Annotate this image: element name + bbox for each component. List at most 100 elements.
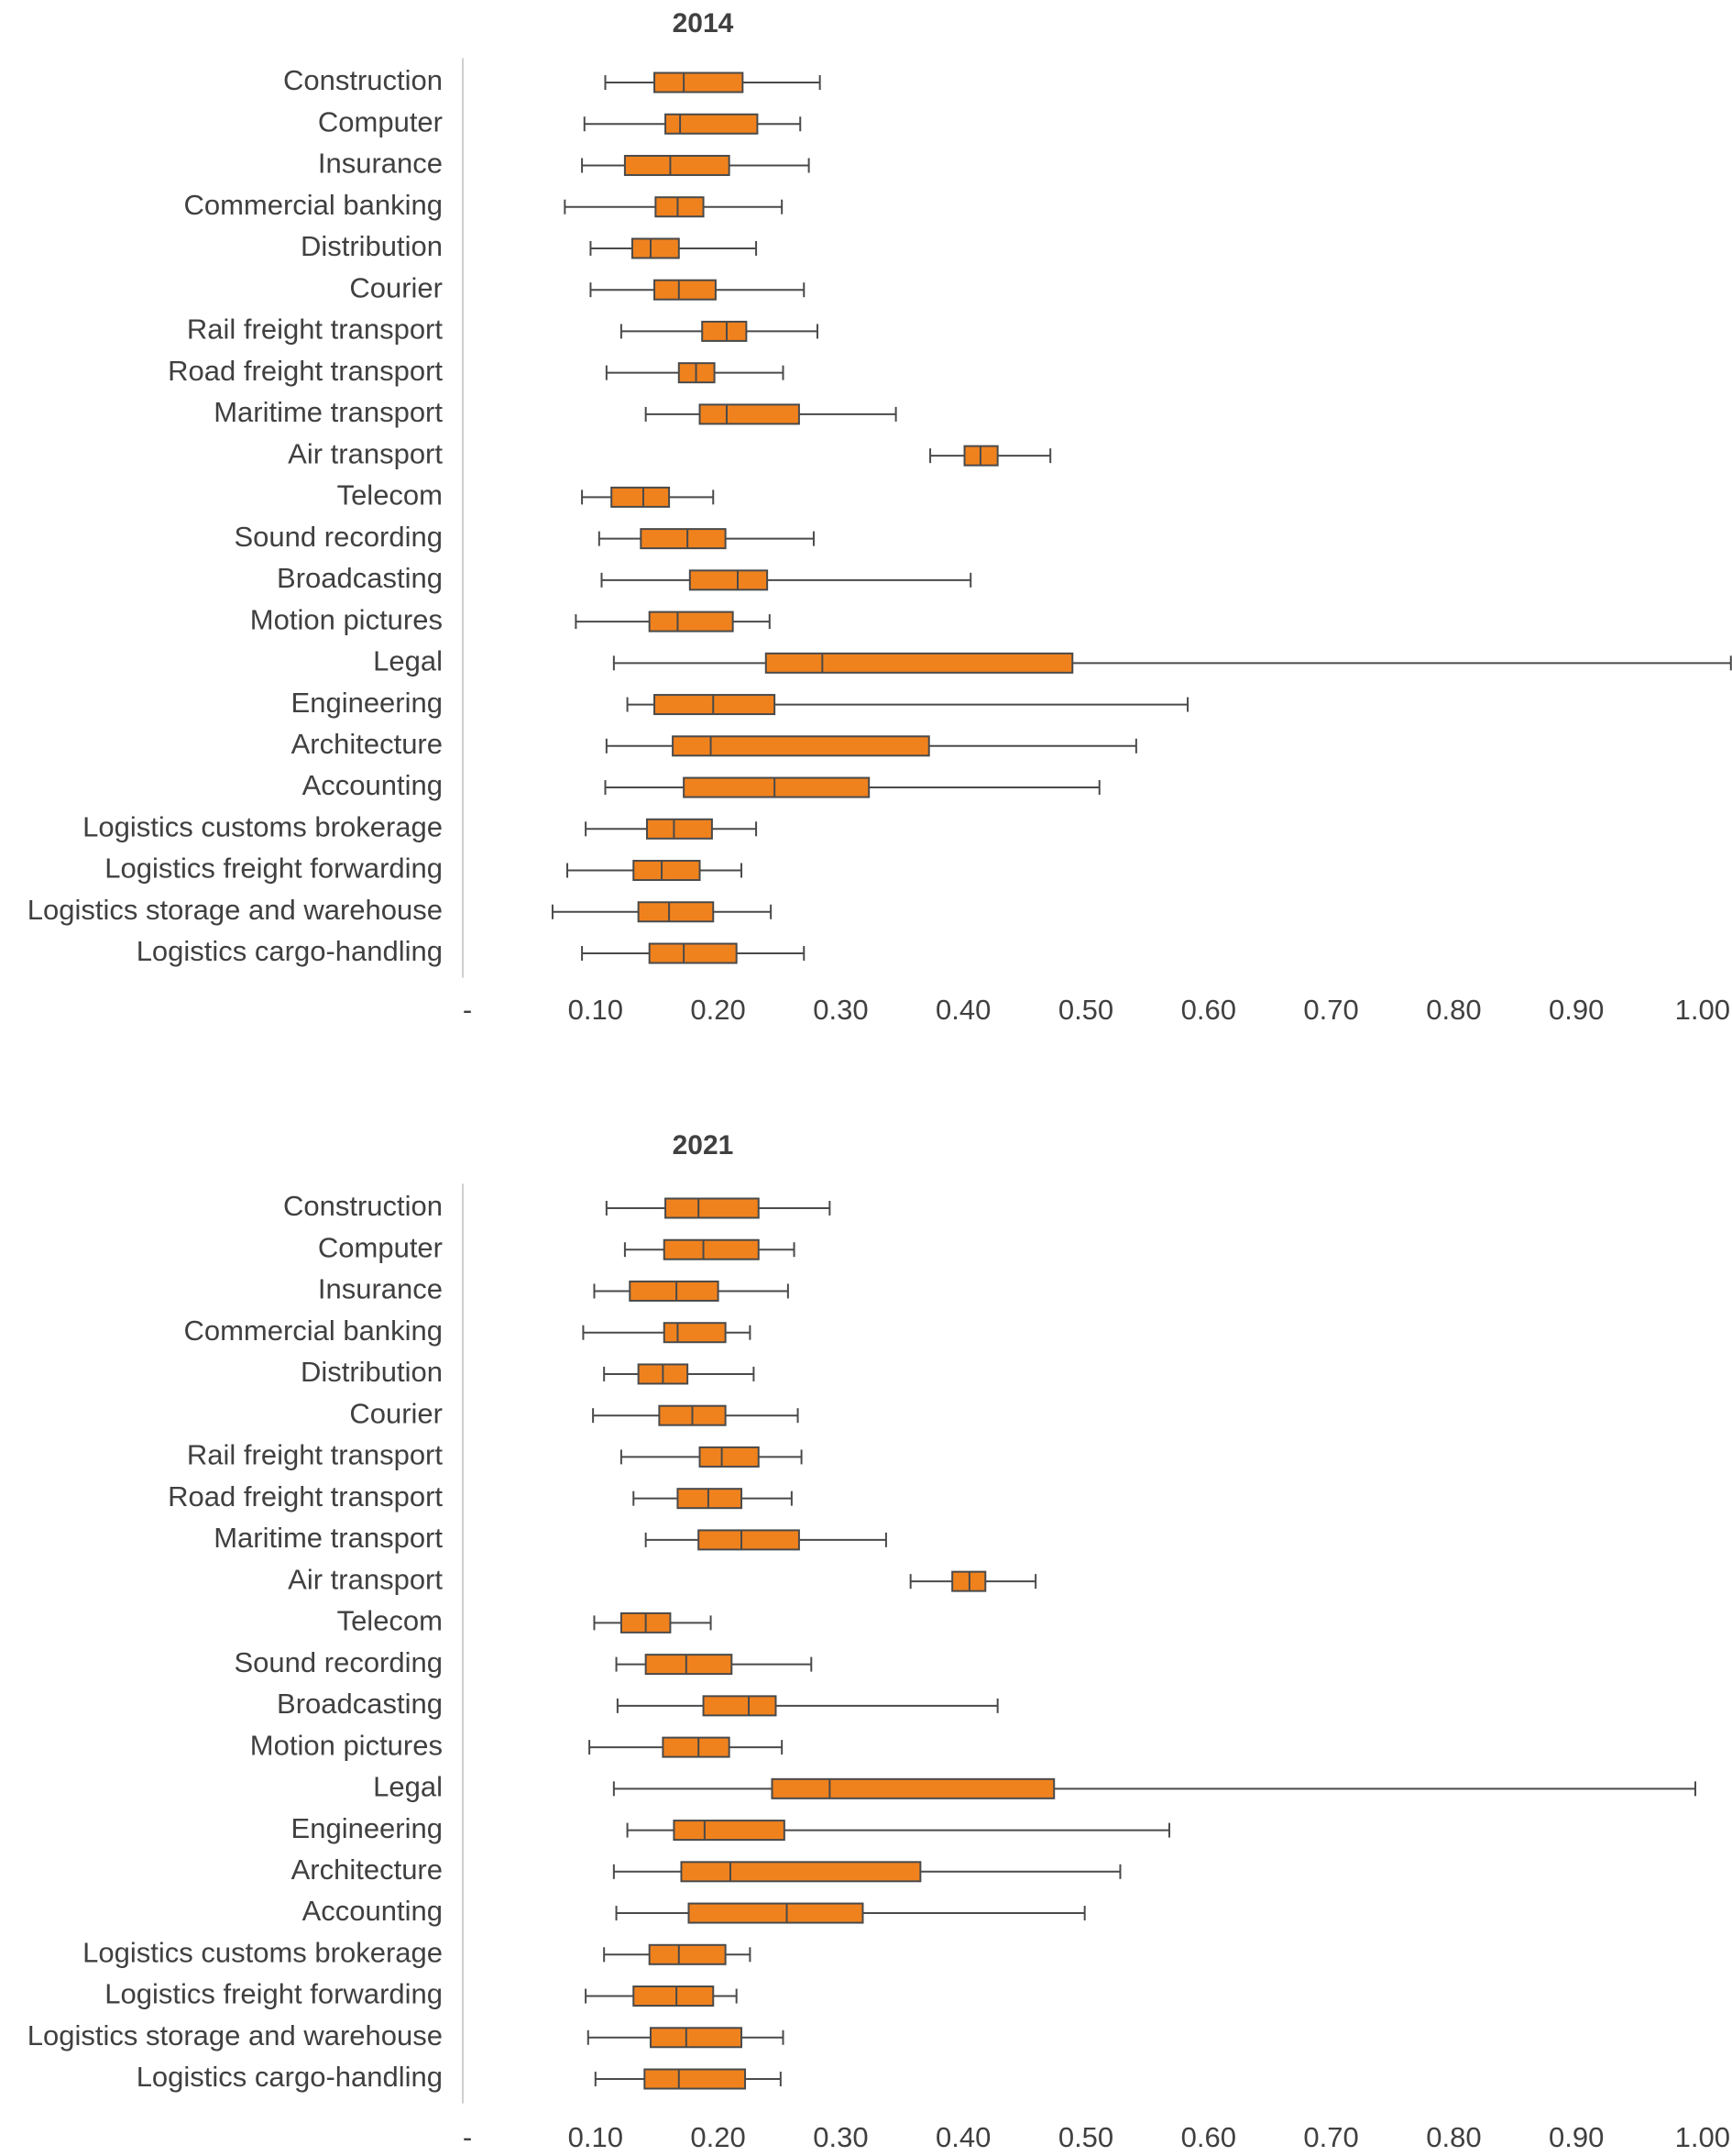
box-accounting	[604, 776, 1101, 798]
x-tick-label: 0.50	[1058, 994, 1113, 1026]
box-maritime-transport	[644, 403, 897, 425]
category-label: Air transport	[288, 437, 443, 469]
box-courier	[589, 279, 806, 301]
category-label: Rail freight transport	[187, 314, 444, 346]
box-broadcasting	[600, 569, 972, 591]
category-label: Road freight transport	[168, 1480, 443, 1512]
box-accounting	[615, 1902, 1086, 1924]
iqr-box	[653, 72, 744, 94]
category-label: Construction	[283, 1190, 443, 1222]
iqr-box	[654, 196, 705, 218]
category-label: Legal	[373, 1771, 443, 1803]
x-tick-label: 0.40	[936, 2121, 991, 2153]
category-label: Motion pictures	[250, 603, 443, 635]
category-label: Construction	[283, 64, 443, 96]
x-tick-label: -	[463, 994, 472, 1026]
category-label: Logistics cargo-handling	[137, 935, 443, 967]
x-tick-label: 0.60	[1181, 2121, 1236, 2153]
category-label: Logistics customs brokerage	[82, 1936, 443, 1968]
iqr-box	[701, 320, 748, 342]
category-label: Logistics storage and warehouse	[27, 894, 443, 926]
box-air-transport	[909, 1570, 1037, 1592]
box-motion-pictures	[588, 1736, 784, 1758]
box-broadcasting	[616, 1695, 999, 1717]
box-logistics-freight-forwarding	[585, 1986, 738, 2008]
box-logistics-freight-forwarding	[566, 860, 743, 882]
category-label: Telecom	[337, 479, 443, 512]
iqr-box	[648, 1943, 727, 1965]
iqr-box	[698, 1446, 760, 1468]
category-label: Maritime transport	[214, 1522, 443, 1554]
box-telecom	[593, 1612, 712, 1634]
box-engineering	[626, 1820, 1170, 1842]
category-label: Distribution	[301, 230, 443, 262]
x-tick-label: 0.60	[1181, 994, 1236, 1026]
iqr-box	[644, 1654, 733, 1676]
iqr-box	[771, 1777, 1056, 1799]
x-tick-label: -	[463, 2121, 472, 2153]
x-tick-label: 0.10	[568, 2121, 623, 2153]
category-label: Insurance	[318, 148, 443, 180]
box-engineering	[626, 694, 1189, 716]
iqr-box	[632, 860, 701, 882]
iqr-box	[637, 901, 715, 923]
chart-title: 2014	[673, 8, 734, 38]
chart-panel-2021: 2021 Construction Computer Insurance Commerc…	[27, 1130, 1730, 2153]
box-distribution	[589, 237, 758, 259]
iqr-box	[648, 942, 738, 964]
iqr-box	[680, 1861, 922, 1883]
box-commercial-banking	[582, 1322, 751, 1344]
iqr-box	[643, 2068, 747, 2090]
category-label: Rail freight transport	[187, 1439, 444, 1471]
box-insurance	[581, 154, 810, 176]
x-tick-label: 0.20	[690, 2121, 745, 2153]
iqr-box	[764, 652, 1074, 674]
x-tick-label: 0.70	[1303, 2121, 1358, 2153]
category-label: Architecture	[291, 1854, 443, 1886]
box-air-transport	[929, 445, 1052, 467]
category-label: Engineering	[291, 1812, 443, 1844]
category-label: Road freight transport	[168, 355, 443, 387]
category-label: Commercial banking	[183, 1314, 443, 1347]
category-label: Courier	[349, 271, 443, 303]
iqr-box	[683, 776, 871, 798]
box-computer	[583, 113, 802, 135]
box-distribution	[603, 1363, 755, 1385]
category-label: Sound recording	[235, 521, 444, 553]
iqr-box	[676, 1488, 743, 1510]
x-tick-label: 0.70	[1303, 994, 1358, 1026]
iqr-box	[640, 528, 727, 550]
category-label: Logistics freight forwarding	[104, 1978, 443, 2010]
category-label: Accounting	[302, 769, 443, 801]
box-legal	[612, 1777, 1696, 1799]
x-tick-label: 0.40	[936, 994, 991, 1026]
x-tick-label: 0.20	[690, 994, 745, 1026]
iqr-box	[702, 1695, 777, 1717]
box-construction	[605, 1197, 831, 1219]
iqr-box	[630, 237, 680, 259]
chart-panel-2014: 2014 Construction Computer Insurance Commerc…	[27, 8, 1732, 1026]
iqr-box	[662, 1736, 730, 1758]
box-road-freight-transport	[605, 362, 784, 384]
category-label: Computer	[318, 105, 443, 138]
iqr-box	[653, 279, 717, 301]
box-rail-freight-transport	[619, 1446, 803, 1468]
x-tick-label: 1.00	[1675, 994, 1730, 1026]
x-tick-label: 0.90	[1549, 994, 1604, 1026]
box-rail-freight-transport	[619, 320, 818, 342]
box-maritime-transport	[644, 1529, 887, 1551]
iqr-box	[623, 154, 730, 176]
iqr-box	[648, 610, 734, 632]
category-label: Logistics cargo-handling	[137, 2061, 443, 2093]
category-label: Commercial banking	[183, 189, 443, 221]
box-logistics-customs-brokerage	[603, 1943, 751, 1965]
iqr-box	[688, 569, 769, 591]
iqr-box	[664, 113, 759, 135]
box-logistics-cargo-handling	[594, 2068, 782, 2090]
x-tick-label: 1.00	[1675, 2121, 1730, 2153]
box-computer	[623, 1238, 795, 1260]
box-motion-pictures	[575, 610, 771, 632]
iqr-box	[663, 1238, 760, 1260]
box-legal	[612, 652, 1732, 674]
